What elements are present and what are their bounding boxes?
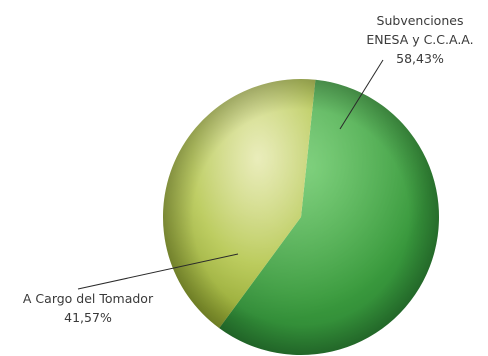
slice-label-tomador: A Cargo del Tomador 41,57% [23, 291, 154, 325]
leader-line-subvenciones [339, 59, 384, 130]
leader-line-tomador [77, 253, 239, 290]
slice-label-subvenciones-line-1: Subvenciones [377, 13, 464, 28]
pie-edge-shade [163, 79, 439, 355]
slice-value-subvenciones: 58,43% [396, 51, 444, 66]
slice-label-subvenciones: Subvenciones ENESA y C.C.A.A. 58,43% [366, 13, 473, 66]
slice-label-subvenciones-line-2: ENESA y C.C.A.A. [366, 32, 473, 47]
slice-value-tomador: 41,57% [64, 310, 112, 325]
slice-label-tomador-line-1: A Cargo del Tomador [23, 291, 154, 306]
